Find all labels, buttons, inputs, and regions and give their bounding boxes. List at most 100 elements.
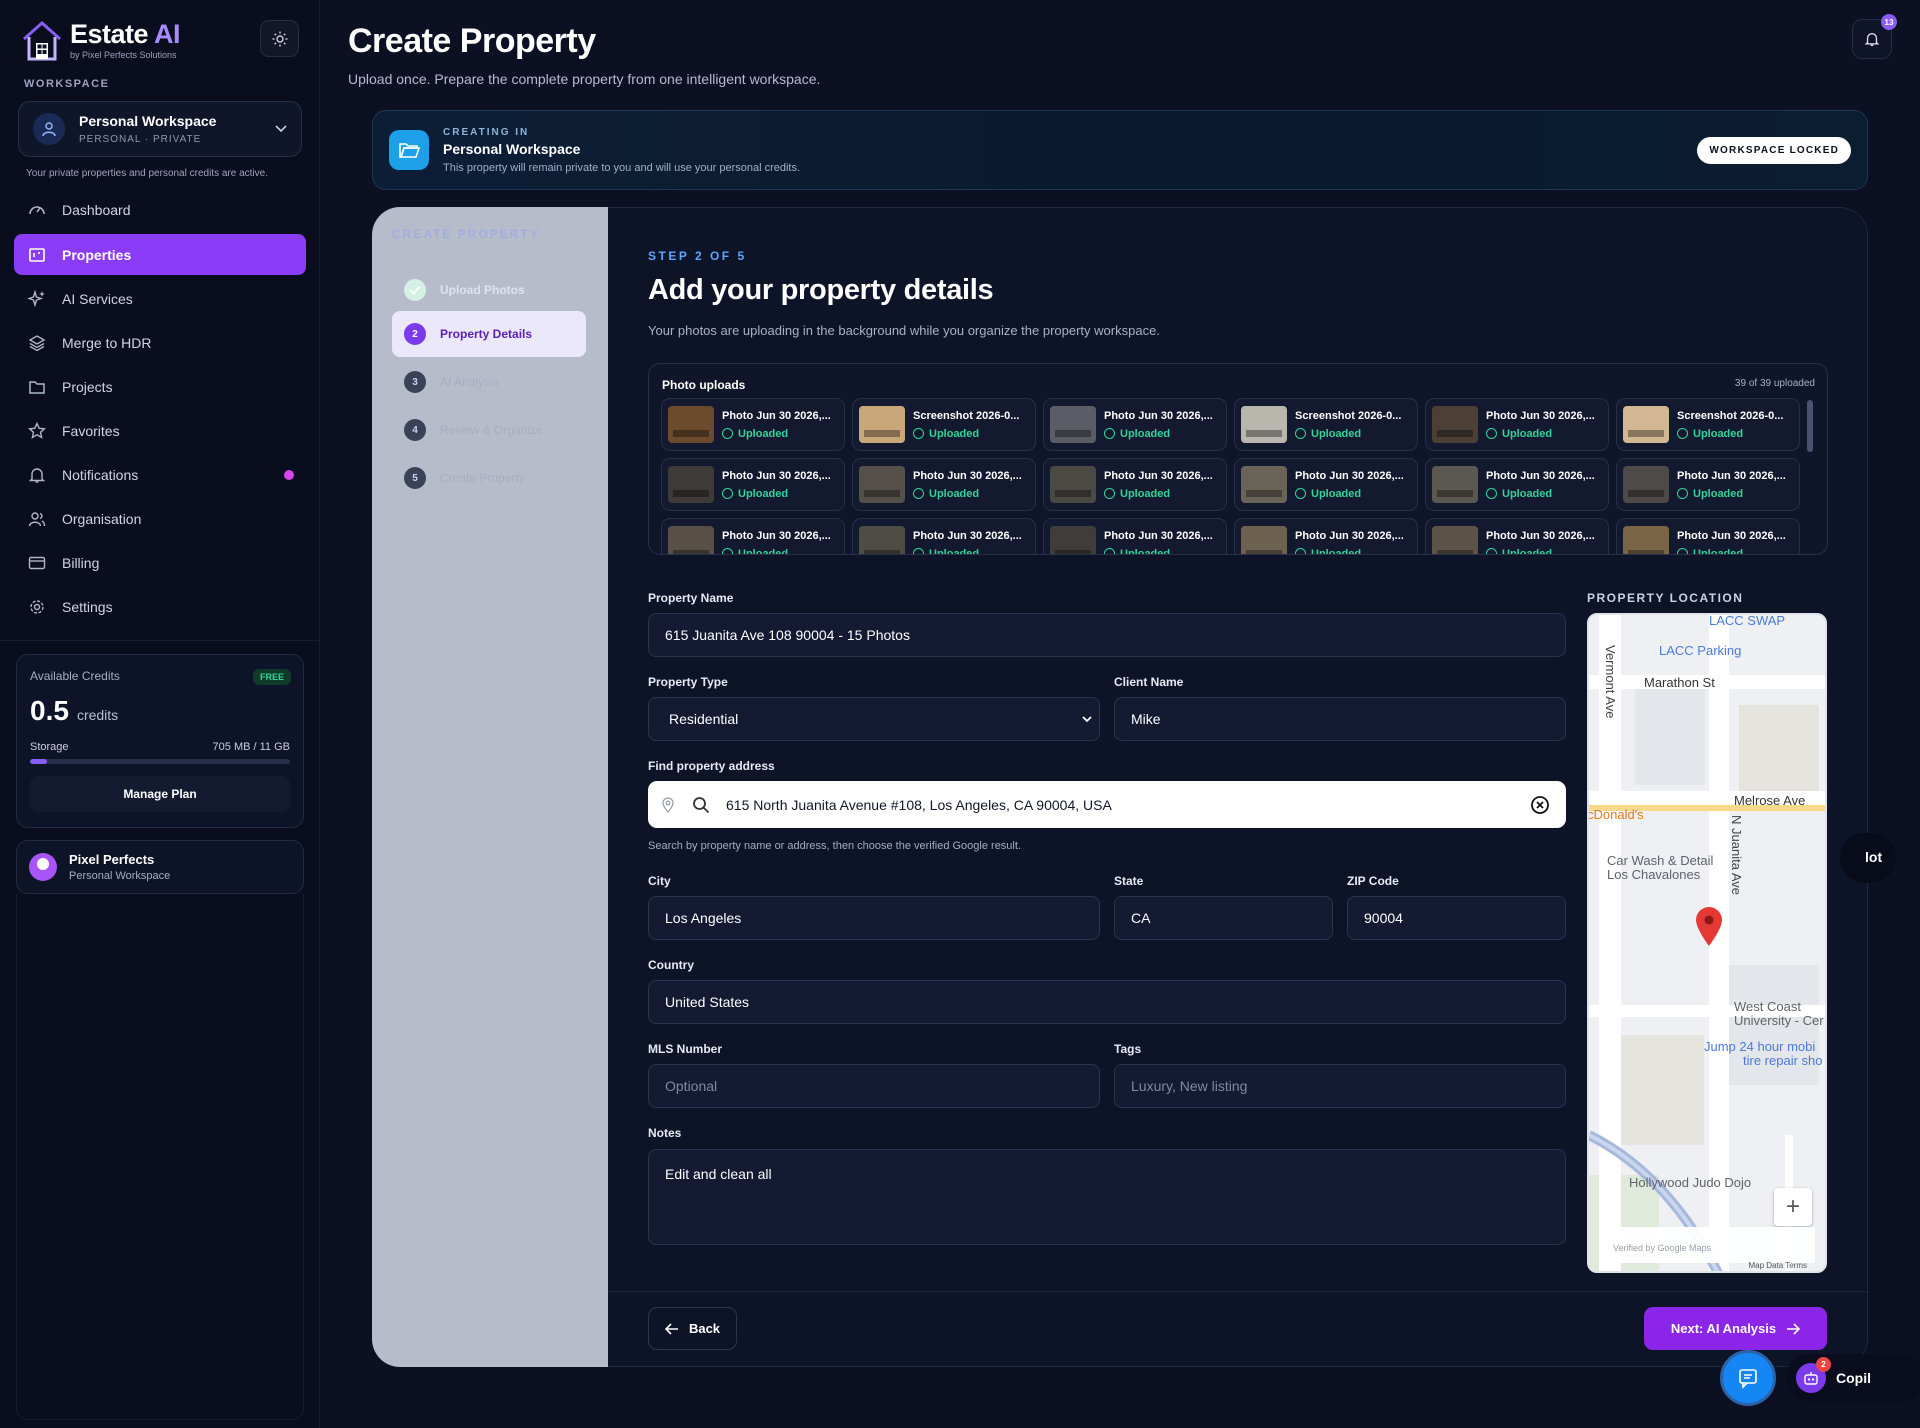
sidebar-item-label: Settings xyxy=(62,599,113,615)
upload-tile[interactable]: Photo Jun 30 2026,... Uploaded xyxy=(1234,458,1418,511)
uploads-scrollbar[interactable] xyxy=(1807,400,1813,452)
upload-file-name: Photo Jun 30 2026,... xyxy=(722,529,831,542)
photo-thumbnail xyxy=(1432,526,1478,554)
mls-label: MLS Number xyxy=(648,1042,723,1056)
property-type-select[interactable]: Residential xyxy=(648,697,1100,741)
map-pin-icon xyxy=(662,796,674,813)
tags-input[interactable]: Luxury, New listing xyxy=(1114,1064,1566,1108)
upload-tile[interactable]: Photo Jun 30 2026,... Uploaded xyxy=(1043,458,1227,511)
upload-tile[interactable]: Photo Jun 30 2026,... Uploaded xyxy=(852,458,1036,511)
upload-tile[interactable]: Screenshot 2026-0... Uploaded xyxy=(852,398,1036,451)
country-input[interactable]: United States xyxy=(648,980,1566,1024)
upload-tile[interactable]: Photo Jun 30 2026,... Uploaded xyxy=(661,398,845,451)
logo[interactable]: Estate AI by Pixel Perfects Solutions xyxy=(20,16,181,64)
upload-status: Uploaded xyxy=(1677,488,1793,500)
user-profile-card[interactable]: Pixel Perfects Personal Workspace xyxy=(16,840,304,894)
upload-file-name: Photo Jun 30 2026,... xyxy=(1104,409,1213,422)
state-input[interactable]: CA xyxy=(1114,896,1333,940)
zip-input[interactable]: 90004 xyxy=(1347,896,1566,940)
upload-file-name: Photo Jun 30 2026,... xyxy=(1486,409,1595,422)
client-name-input[interactable]: Mike xyxy=(1114,697,1566,741)
upload-tile[interactable]: Photo Jun 30 2026,... Uploaded xyxy=(1425,458,1609,511)
mls-input[interactable]: Optional xyxy=(648,1064,1100,1108)
stepper-heading: CREATE PROPERTY xyxy=(392,227,540,241)
property-name-input[interactable]: 615 Juanita Ave 108 90004 - 15 Photos xyxy=(648,613,1566,657)
sidebar-item-projects[interactable]: Projects xyxy=(14,367,306,407)
photo-thumbnail xyxy=(1432,466,1478,503)
check-circle-icon xyxy=(913,488,924,499)
upload-status: Uploaded xyxy=(722,428,838,440)
map-label-juanita-ave: N Juanita Ave xyxy=(1729,815,1744,895)
upload-tile[interactable]: Photo Jun 30 2026,... Uploaded xyxy=(1234,518,1418,554)
check-circle-icon xyxy=(1677,488,1688,499)
step-upload-photos[interactable]: Upload Photos xyxy=(392,267,586,313)
chat-button[interactable] xyxy=(1720,1350,1776,1406)
step-create-property: 5 Create Property xyxy=(392,455,586,501)
sidebar-item-settings[interactable]: Settings xyxy=(14,587,306,627)
star-icon xyxy=(28,422,46,439)
brand-name: Estate xyxy=(70,18,149,49)
upload-tile[interactable]: Photo Jun 30 2026,... Uploaded xyxy=(1043,518,1227,554)
upload-tile[interactable]: Photo Jun 30 2026,... Uploaded xyxy=(1616,518,1800,554)
client-name-label: Client Name xyxy=(1114,675,1184,689)
sidebar-item-notifications[interactable]: Notifications xyxy=(14,455,306,495)
upload-tile[interactable]: Photo Jun 30 2026,... Uploaded xyxy=(1043,398,1227,451)
upload-file-name: Photo Jun 30 2026,... xyxy=(913,529,1022,542)
upload-tile[interactable]: Photo Jun 30 2026,... Uploaded xyxy=(661,518,845,554)
user-name: Pixel Perfects xyxy=(69,852,155,867)
storage-progress xyxy=(30,759,290,764)
property-details-panel: STEP 2 OF 5 Add your property details Yo… xyxy=(608,207,1868,1367)
upload-file-name: Photo Jun 30 2026,... xyxy=(1486,469,1595,482)
sidebar-item-merge-to-hdr[interactable]: Merge to HDR xyxy=(14,323,306,363)
upload-tile[interactable]: Photo Jun 30 2026,... Uploaded xyxy=(1425,398,1609,451)
sidebar-item-properties[interactable]: Properties xyxy=(14,234,306,275)
upload-status: Uploaded xyxy=(1486,548,1602,554)
upload-tile[interactable]: Screenshot 2026-0... Uploaded xyxy=(1616,398,1800,451)
step-property-details[interactable]: 2 Property Details xyxy=(392,311,586,357)
city-input[interactable]: Los Angeles xyxy=(648,896,1100,940)
address-search-input[interactable]: 615 North Juanita Avenue #108, Los Angel… xyxy=(648,781,1566,828)
address-hint: Search by property name or address, then… xyxy=(648,840,1021,852)
map-label-mcdonalds: cDonald's xyxy=(1587,807,1644,822)
sidebar-item-ai-services[interactable]: AI Services xyxy=(14,279,306,319)
check-circle-icon xyxy=(1295,428,1306,439)
credits-unit: credits xyxy=(76,707,119,723)
copilot-button[interactable]: 2 Copil xyxy=(1786,1354,1920,1402)
workspace-switcher[interactable]: Personal Workspace PERSONAL · PRIVATE xyxy=(18,101,302,157)
map-label-tire-repair: tire repair sho xyxy=(1743,1053,1823,1068)
upload-tile[interactable]: Screenshot 2026-0... Uploaded xyxy=(1234,398,1418,451)
upload-tile[interactable]: Photo Jun 30 2026,... Uploaded xyxy=(661,458,845,511)
theme-toggle-button[interactable] xyxy=(260,20,299,57)
map-zoom-in-button[interactable]: + xyxy=(1774,1188,1812,1226)
map-pin-icon[interactable] xyxy=(1694,907,1724,947)
upload-status-label: Uploaded xyxy=(1120,427,1171,440)
building-icon xyxy=(29,247,45,262)
sidebar-item-organisation[interactable]: Organisation xyxy=(14,499,306,539)
workspace-locked-badge: WORKSPACE LOCKED xyxy=(1697,136,1851,164)
sidebar-item-label: Properties xyxy=(62,246,132,263)
notes-textarea[interactable]: Edit and clean all xyxy=(648,1149,1566,1245)
manage-plan-button[interactable]: Manage Plan xyxy=(30,776,290,812)
location-map[interactable]: LACC SWAP LACC Parking Marathon St Vermo… xyxy=(1587,613,1827,1273)
upload-status: Uploaded xyxy=(1104,488,1220,500)
sidebar-item-billing[interactable]: Billing xyxy=(14,543,306,583)
step-label: Create Property xyxy=(440,471,525,485)
users-icon xyxy=(28,512,46,527)
next-ai-analysis-button[interactable]: Next: AI Analysis xyxy=(1644,1307,1827,1350)
upload-tile[interactable]: Photo Jun 30 2026,... Uploaded xyxy=(1425,518,1609,554)
photo-thumbnail xyxy=(1623,406,1669,443)
photo-thumbnail xyxy=(1623,526,1669,554)
check-circle-icon xyxy=(1486,488,1497,499)
upload-tile[interactable]: Photo Jun 30 2026,... Uploaded xyxy=(1616,458,1800,511)
notifications-button[interactable]: 13 xyxy=(1852,14,1897,59)
upload-tile[interactable]: Photo Jun 30 2026,... Uploaded xyxy=(852,518,1036,554)
sidebar-item-dashboard[interactable]: Dashboard xyxy=(14,190,306,230)
zip-label: ZIP Code xyxy=(1347,874,1399,888)
back-button[interactable]: Back xyxy=(648,1307,737,1350)
sidebar-item-favorites[interactable]: Favorites xyxy=(14,411,306,451)
sidebar-item-label: Notifications xyxy=(62,467,139,483)
map-label-lacc-parking: LACC Parking xyxy=(1659,643,1742,658)
clear-icon[interactable] xyxy=(1530,795,1550,815)
photo-thumbnail xyxy=(859,526,905,554)
side-floating-pill[interactable]: lot xyxy=(1840,833,1896,883)
